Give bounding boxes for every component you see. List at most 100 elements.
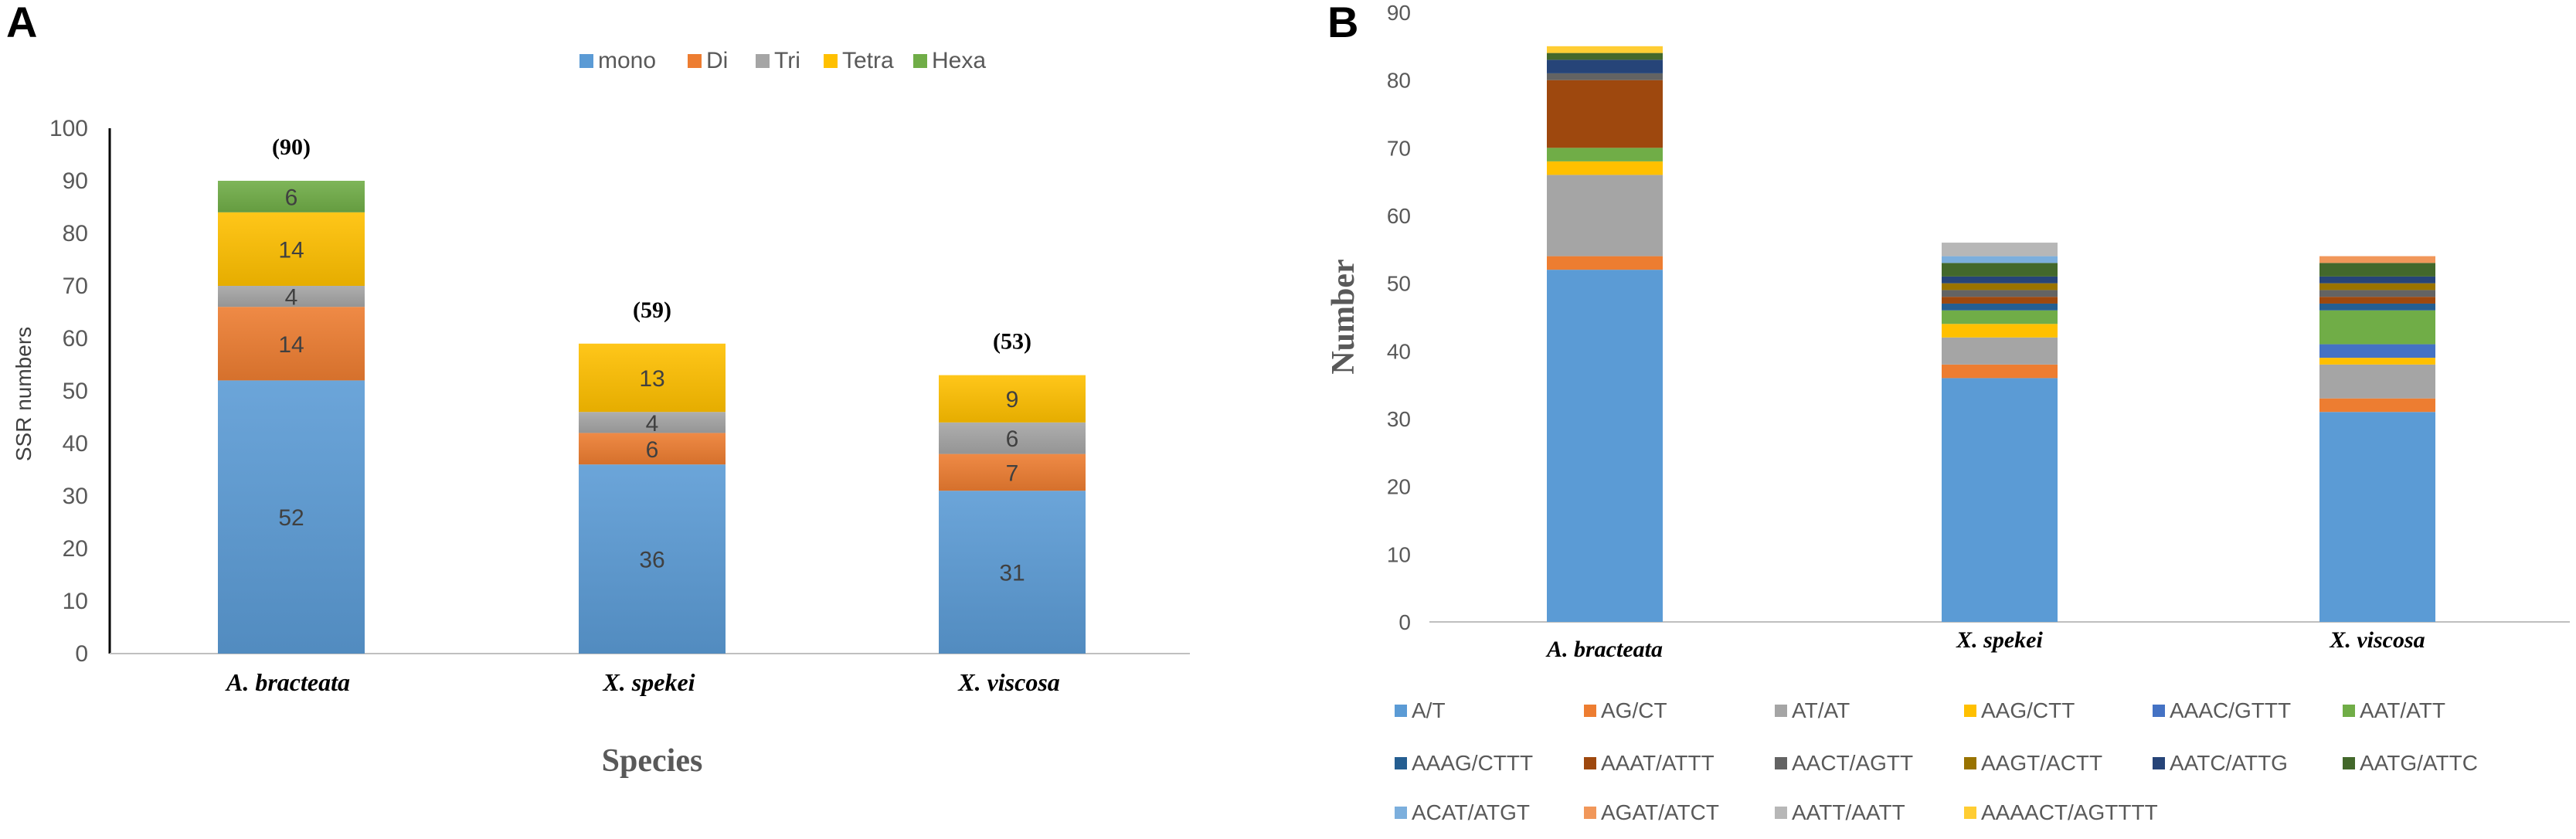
- legend-label-aagt-actt: AAGT/ACTT: [1981, 751, 2102, 775]
- legend-label-tri: Tri: [774, 48, 800, 73]
- data-label: 4: [285, 285, 298, 311]
- legend-swatch-di: [688, 54, 702, 68]
- legend-swatch-ag-ct: [1584, 705, 1596, 717]
- bar-shade: [939, 375, 1086, 423]
- bar-segment-aact-agtt-a-bracteata: [1547, 73, 1663, 80]
- legend-label-aatt-aatt: AATT/AATT: [1792, 800, 1905, 824]
- y-tick-label: 70: [63, 273, 88, 299]
- bar-segment-acat-atgt-x-spekei: [1942, 256, 2058, 263]
- legend-label-a-t: A/T: [1412, 698, 1446, 722]
- x-tick-label: X. viscosa: [957, 668, 1060, 696]
- legend-swatch-aaat-attt: [1584, 757, 1596, 769]
- bar-shade: [218, 286, 365, 307]
- legend-swatch-aatt-aatt: [1775, 807, 1787, 819]
- legend-label-aatc-attg: AATC/ATTG: [2170, 751, 2288, 775]
- legend-label-aatg-attc: AATG/ATTC: [2360, 751, 2478, 775]
- y-tick-label: 10: [1387, 542, 1411, 566]
- bar-segment-aaat-attt-x-viscosa: [2319, 297, 2435, 304]
- bar-segment-aatt-aatt-x-spekei: [1942, 243, 2058, 256]
- y-tick-label: 40: [1387, 339, 1411, 363]
- data-label: 31: [999, 561, 1025, 586]
- chart-panel-a: SSR numbers Species 0 10 20 30 40 50 60 70 80 90 1…: [12, 48, 1190, 779]
- legend-swatch-aaaact-agtttt: [1964, 807, 1976, 819]
- y-tick-label: 90: [1387, 1, 1411, 25]
- legend-swatch-tri: [756, 54, 770, 68]
- legend-swatch-aat-att: [2343, 705, 2355, 717]
- bar-segment-aatg-attc-a-bracteata: [1547, 53, 1663, 60]
- legend-label-aaaact-agtttt: AAAACT/AGTTTT: [1981, 800, 2158, 824]
- x-tick-label: A. bracteata: [1545, 637, 1663, 662]
- legend-swatch-aagt-actt: [1964, 757, 1976, 769]
- bar-shade: [218, 181, 365, 212]
- data-label: 13: [639, 366, 664, 392]
- legend-label-ag-ct: AG/CT: [1601, 698, 1667, 722]
- bar-shade: [939, 453, 1086, 491]
- bar-segment-aag-ctt-x-viscosa: [2319, 358, 2435, 365]
- bar-segment-aaat-attt-x-spekei: [1942, 297, 2058, 304]
- bar-segment-aatg-attc-x-spekei: [1942, 263, 2058, 277]
- bar-segment-aag-ctt-x-spekei: [1942, 324, 2058, 338]
- y-tick-label: 20: [63, 536, 88, 562]
- bar-segment-agat-atct-x-viscosa: [2319, 256, 2435, 263]
- legend-label-aat-att: AAT/ATT: [2360, 698, 2445, 722]
- data-label: 14: [278, 332, 304, 358]
- y-tick-label: 30: [1387, 407, 1411, 431]
- legend-swatch-at-at: [1775, 705, 1787, 717]
- legend-label-mono: mono: [598, 48, 656, 73]
- total-label: (59): [633, 297, 671, 323]
- legend-label-aag-ctt: AAG/CTT: [1981, 698, 2075, 722]
- bar-segment-aagt-actt-x-viscosa: [2319, 283, 2435, 290]
- bar-shade: [579, 433, 726, 465]
- y-tick-label: 40: [63, 431, 88, 457]
- legend-label-agat-atct: AGAT/ATCT: [1601, 800, 1719, 824]
- y-tick-label: 50: [1387, 272, 1411, 296]
- data-label: 4: [646, 411, 659, 436]
- y-tick-label: 0: [75, 641, 88, 667]
- x-tick-label: X. viscosa: [2329, 627, 2425, 653]
- bar-segment-aat-att-x-spekei: [1942, 310, 2058, 324]
- data-label: 36: [639, 548, 664, 573]
- panel-a-label: A: [6, 0, 37, 46]
- x-tick-label: X. spekei: [602, 668, 695, 696]
- legend-swatch-aatc-attg: [2153, 757, 2165, 769]
- y-tick-label: 60: [1387, 204, 1411, 228]
- bar-segment-aaag-cttt-x-spekei: [1942, 303, 2058, 311]
- bar-segment-aaat-attt-a-bracteata: [1547, 80, 1663, 148]
- data-label: 14: [278, 237, 304, 263]
- y-tick-label: 0: [1398, 610, 1411, 634]
- data-label: 6: [646, 437, 659, 463]
- bar-shade: [579, 412, 726, 433]
- legend-swatch-hexa: [913, 54, 927, 68]
- y-tick-label: 80: [63, 221, 88, 246]
- bar-segment-aag-ctt-a-bracteata: [1547, 161, 1663, 175]
- bar-segment-aaaact-agtttt-a-bracteata: [1547, 46, 1663, 53]
- legend-label-tetra: Tetra: [842, 48, 894, 73]
- bar-segment-aaag-cttt-x-viscosa: [2319, 303, 2435, 311]
- legend-swatch-agat-atct: [1584, 807, 1596, 819]
- bar-segment-aatc-attg-x-spekei: [1942, 276, 2058, 284]
- chart-panel-b: Number 0 10 20 30 40 50 60 70 80 90 A. bracteata X…: [1326, 1, 2570, 824]
- legend-label-di: Di: [706, 48, 728, 73]
- total-label: (53): [993, 329, 1031, 355]
- bar-shade: [579, 343, 726, 413]
- y-tick-label: 80: [1387, 69, 1411, 93]
- y-tick-label: 70: [1387, 136, 1411, 160]
- legend-label-acat-atgt: ACAT/ATGT: [1412, 800, 1530, 824]
- bar-shade: [579, 464, 726, 654]
- legend-swatch-mono: [579, 54, 593, 68]
- bar-shade: [218, 212, 365, 286]
- legend-swatch-a-t: [1395, 705, 1407, 717]
- legend-label-hexa: Hexa: [932, 48, 986, 73]
- x-axis-title-a: Species: [602, 743, 703, 779]
- y-axis-title-b: Number: [1326, 259, 1361, 374]
- data-label: 6: [1006, 426, 1019, 452]
- data-label: 52: [278, 505, 304, 531]
- legend-label-at-at: AT/AT: [1792, 698, 1850, 722]
- data-label: 7: [1006, 460, 1019, 486]
- legend-swatch-tetra: [824, 54, 838, 68]
- bar-segment-a-t-x-viscosa: [2319, 412, 2435, 622]
- legend-swatch-aaac-gttt: [2153, 705, 2165, 717]
- data-label: 9: [1006, 387, 1019, 413]
- legend-label-aact-agtt: AACT/AGTT: [1792, 751, 1913, 775]
- legend-swatch-aag-ctt: [1964, 705, 1976, 717]
